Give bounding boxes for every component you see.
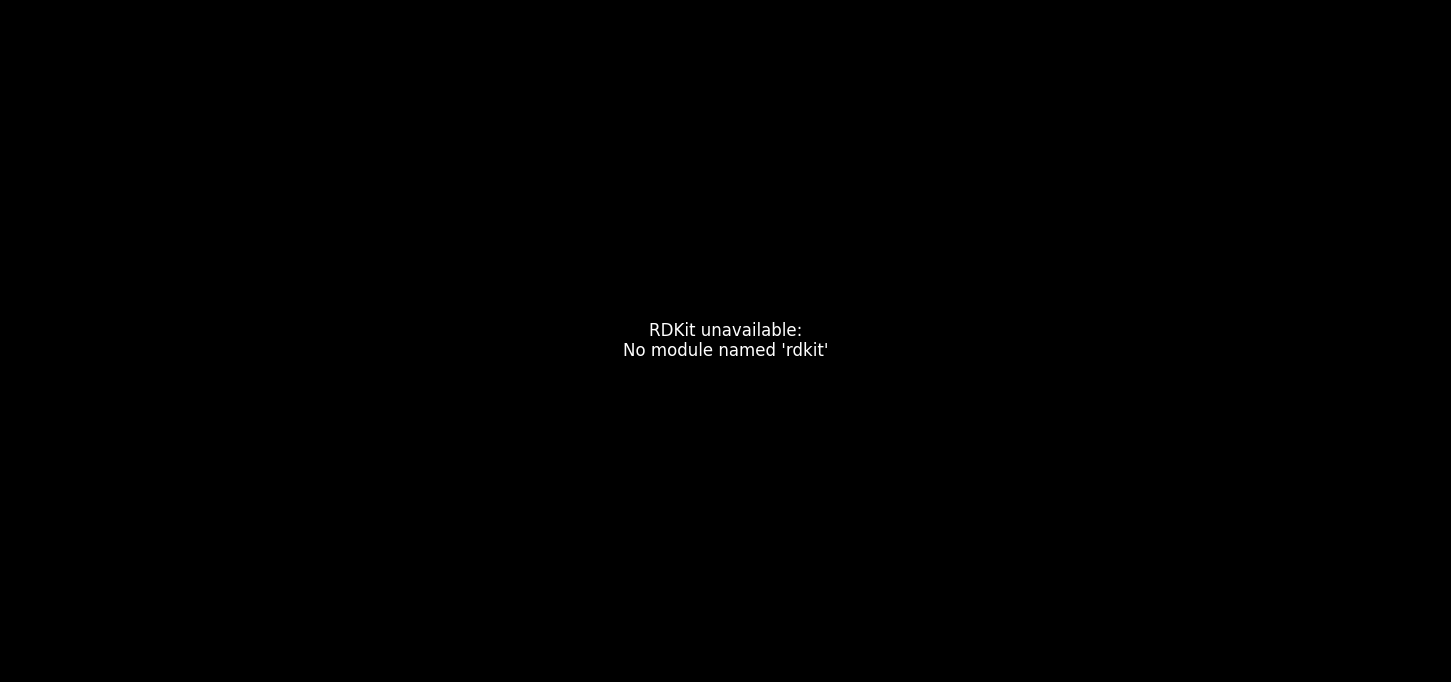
Text: RDKit unavailable:
No module named 'rdkit': RDKit unavailable: No module named 'rdki… xyxy=(622,322,829,360)
